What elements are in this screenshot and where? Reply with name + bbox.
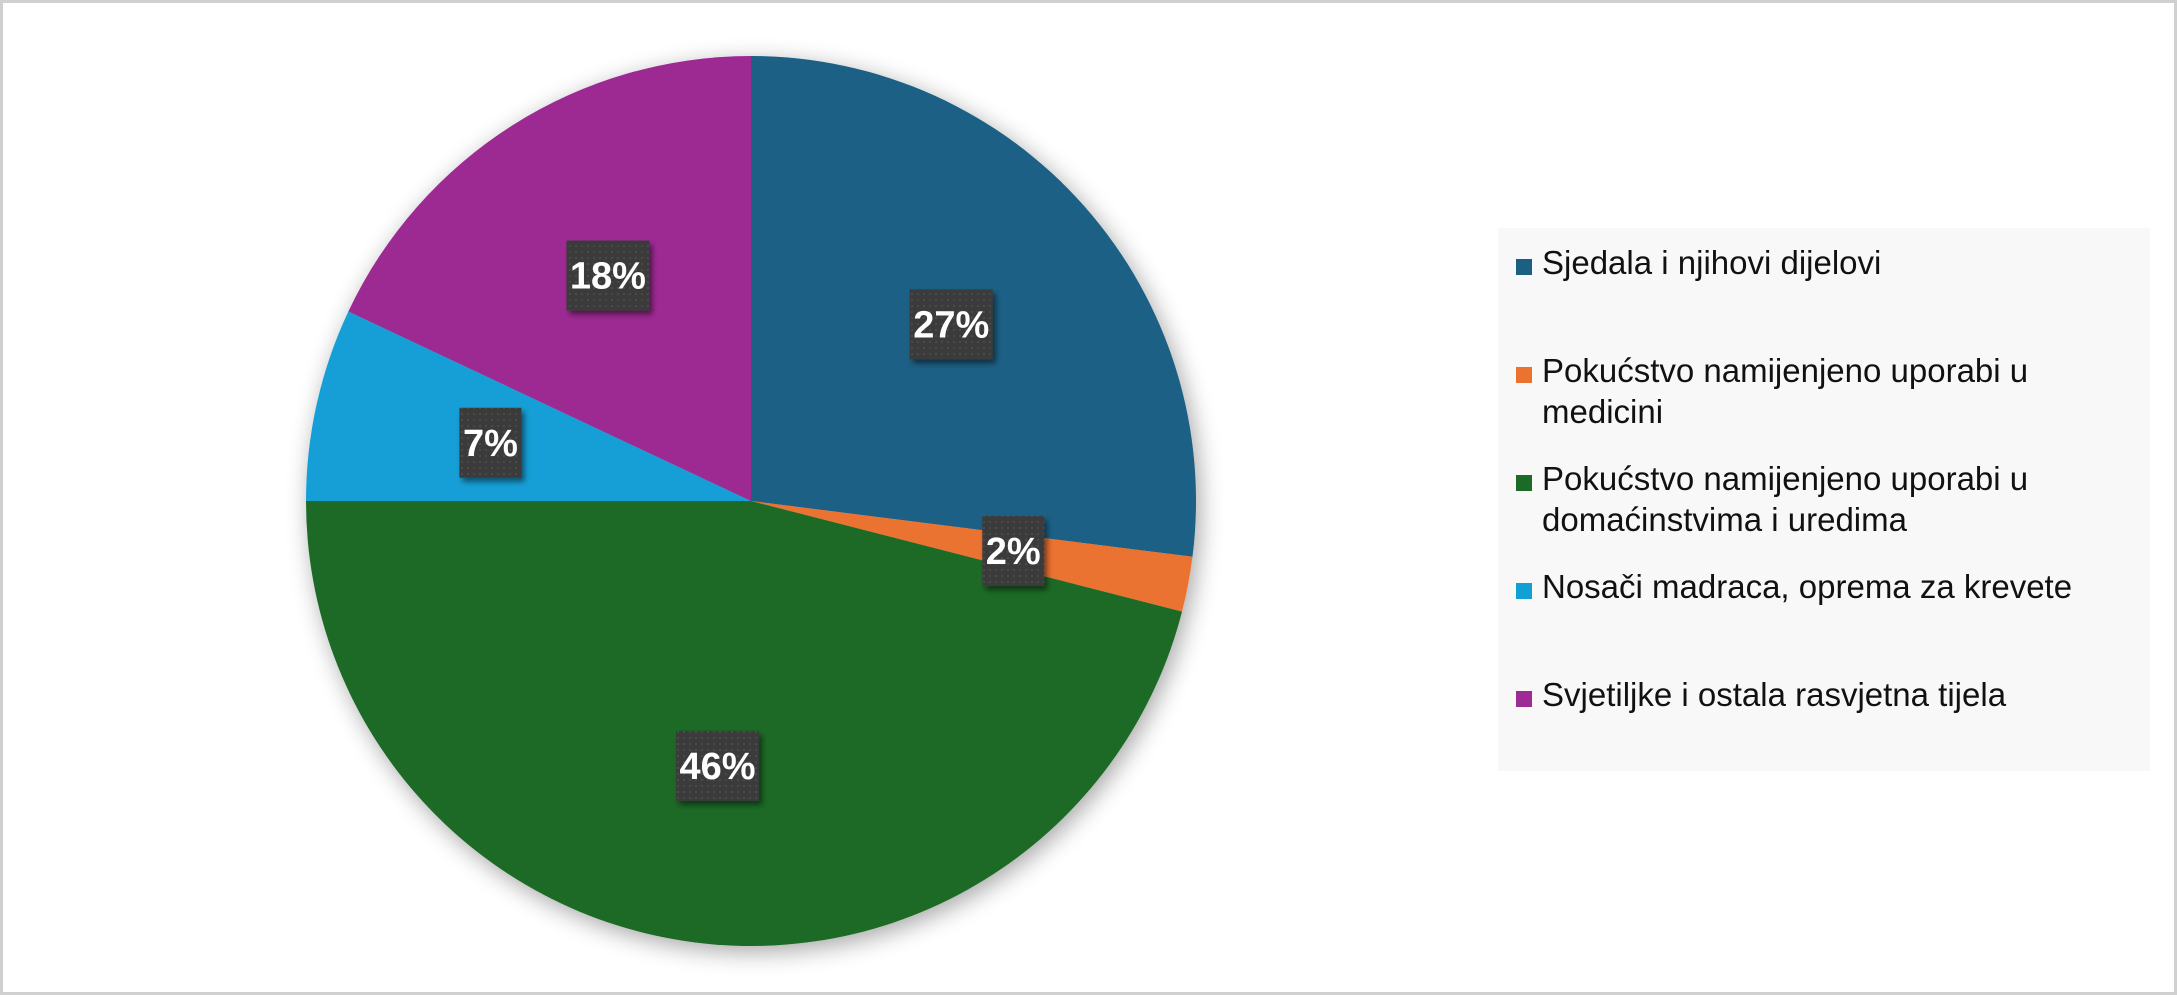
data-label-text: 46% [680, 746, 756, 788]
pie-slice [306, 311, 751, 501]
legend-label: Nosači madraca, oprema za krevete [1542, 568, 2073, 605]
data-label: 7% [459, 407, 522, 478]
legend-label: Pokućstvo namijenjeno uporabi u medicini [1542, 352, 2029, 430]
pie-slice [306, 501, 1183, 946]
legend-label: Svjetiljke i ostala rasvjetna tijela [1542, 676, 2007, 713]
data-label-text: 27% [913, 304, 989, 346]
legend-swatch [1516, 367, 1532, 383]
pie-slice [348, 56, 751, 501]
legend-swatch [1516, 475, 1532, 491]
data-label: 2% [982, 516, 1045, 587]
chart-legend: Sjedala i njihovi dijelovi Pokućstvo nam… [1498, 228, 2150, 771]
legend-label: Pokućstvo namijenjeno uporabi u domaćins… [1542, 460, 2029, 538]
data-label-text: 2% [986, 531, 1041, 573]
data-label-box [982, 516, 1045, 587]
data-label: 18% [566, 240, 650, 311]
legend-item: Pokućstvo namijenjeno uporabi u medicini [1516, 350, 2150, 458]
legend-item: Svjetiljke i ostala rasvjetna tijela [1516, 674, 2150, 782]
legend-item: Nosači madraca, oprema za krevete [1516, 566, 2150, 674]
data-label-box [676, 730, 760, 801]
pie-chart: 27% 2% 46% 7% 18% [306, 56, 1196, 946]
legend-swatch [1516, 259, 1532, 275]
legend-label: Sjedala i njihovi dijelovi [1542, 244, 1882, 281]
legend-swatch [1516, 583, 1532, 599]
data-label: 46% [676, 730, 760, 801]
pie-slice [751, 501, 1193, 612]
legend-swatch [1516, 691, 1532, 707]
legend-item: Sjedala i njihovi dijelovi [1516, 242, 2150, 350]
legend-item: Pokućstvo namijenjeno uporabi u domaćins… [1516, 458, 2150, 566]
data-label-box [566, 240, 650, 311]
data-label-box [459, 407, 522, 478]
data-label: 27% [909, 289, 993, 360]
data-label-text: 18% [570, 256, 646, 298]
data-label-text: 7% [463, 423, 518, 465]
data-label-box [909, 289, 993, 360]
